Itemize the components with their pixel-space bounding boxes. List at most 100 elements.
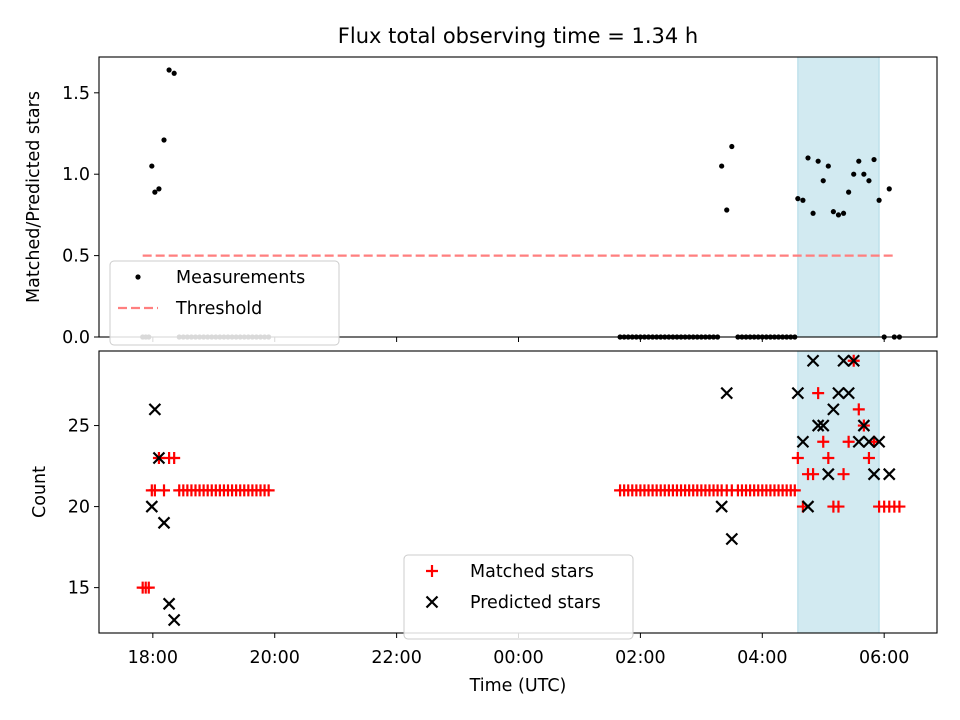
predicted-stars-point: [796, 435, 810, 449]
legend-box: [109, 260, 340, 346]
predicted-stars-point: [837, 354, 850, 368]
shaded-interval: [797, 56, 880, 338]
matched-stars-point: [893, 500, 906, 513]
count-panel: 15 20 25 18:00 20:00 22:00 00:00 02:00 04:00 06:0…: [30, 350, 938, 668]
legend: Matched stars Predicted stars: [403, 554, 634, 640]
legend-label: Matched stars: [470, 562, 594, 582]
y-tick-label: 0.5: [62, 247, 90, 267]
predicted-stars-point: [842, 386, 855, 400]
measurements-point: [851, 171, 857, 177]
legend-marker: [135, 274, 141, 280]
measurements-point: [152, 189, 158, 195]
predicted-stars-point: [791, 386, 805, 400]
y-tick-label: 1.0: [62, 165, 90, 185]
predicted-stars-point: [882, 467, 896, 481]
measurements-point: [149, 163, 155, 169]
ratio-panel: 0.0 0.5 1.0 1.5 Matched/Predicted stars Measu…: [24, 56, 938, 348]
measurements-point: [840, 210, 847, 216]
predicted-stars-point: [862, 435, 876, 449]
predicted-stars-point: [872, 435, 886, 449]
matched-stars-point: [791, 451, 804, 464]
predicted-stars-point: [816, 419, 830, 432]
matched-stars-point: [807, 468, 820, 481]
predicted-stars-point: [857, 419, 871, 432]
matched-stars-point: [842, 435, 855, 448]
y-axis-title: Count: [30, 466, 50, 518]
shaded-interval: [797, 350, 880, 634]
matched-stars-point: [812, 387, 825, 400]
matched-stars-point: [862, 451, 875, 464]
legend-marker: [425, 595, 439, 609]
measurements-point: [886, 186, 892, 192]
measurements-point: [156, 186, 162, 192]
matched-stars-point: [158, 484, 171, 497]
y-tick-label: 25: [68, 417, 90, 437]
measurements-point: [835, 212, 842, 218]
y-axis-title: Matched/Predicted stars: [24, 91, 44, 303]
x-tick-label: 18:00: [128, 648, 178, 668]
measurements-point: [815, 158, 821, 164]
legend: Measurements Threshold: [109, 260, 340, 346]
legend-box: [403, 554, 634, 640]
measurements-point: [795, 196, 801, 202]
measurements-point: [719, 163, 725, 169]
predicted-stars-point: [715, 500, 728, 513]
predicted-stars-point: [867, 467, 881, 481]
y-tick-label: 1.5: [62, 84, 90, 104]
y-tick-label: 15: [68, 579, 90, 599]
matched-stars-point: [262, 484, 275, 497]
legend-label: Threshold: [175, 299, 262, 319]
x-tick-label: 06:00: [859, 648, 909, 668]
measurements-point: [866, 178, 872, 184]
predicted-stars-point: [822, 467, 835, 481]
measurements-point: [161, 137, 167, 143]
predicted-stars-point: [167, 613, 181, 627]
y-tick-label: 20: [68, 498, 90, 518]
matched-stars-point: [817, 435, 830, 448]
predicted-stars-point: [801, 500, 815, 513]
measurements-point: [825, 163, 831, 169]
measurements-point: [805, 155, 811, 161]
legend-label: Measurements: [176, 268, 305, 288]
matched-stars-point: [168, 451, 181, 464]
predicted-stars-point: [162, 597, 176, 611]
predicted-stars-point: [811, 419, 825, 432]
x-tick-label: 22:00: [371, 648, 421, 668]
measurements-point: [166, 67, 172, 73]
measurements-point: [729, 143, 735, 150]
measurements-point: [810, 210, 816, 216]
matched-stars-point: [832, 500, 845, 513]
measurements-point: [876, 197, 882, 203]
x-tick-label: 20:00: [250, 648, 300, 668]
measurements-point: [820, 178, 826, 184]
predicted-stars-point: [852, 435, 866, 449]
predicted-stars-point: [806, 354, 820, 368]
predicted-stars-point: [827, 403, 840, 416]
measurements-point: [724, 207, 730, 213]
x-tick-label: 02:00: [615, 648, 665, 668]
measurements-point: [800, 197, 806, 203]
predicted-stars-point: [832, 386, 845, 400]
predicted-stars-point: [152, 451, 166, 465]
legend-marker: [426, 565, 438, 577]
plot-frame: [98, 56, 938, 338]
matched-stars-point: [852, 403, 865, 416]
x-tick-label: 00:00: [493, 648, 543, 668]
x-axis-title: Time (UTC): [469, 676, 567, 696]
predicted-stars-point: [725, 532, 739, 546]
matched-stars-point: [142, 581, 155, 594]
legend-label: Predicted stars: [470, 593, 601, 613]
measurements-point: [871, 156, 877, 163]
predicted-stars-point: [145, 500, 159, 513]
matched-stars-point: [837, 468, 850, 481]
chart-title: Flux total observing time = 1.34 h: [338, 24, 698, 48]
predicted-stars-point: [720, 386, 734, 400]
predicted-stars-point: [157, 516, 171, 530]
measurements-point: [846, 189, 852, 195]
predicted-stars-point: [847, 354, 860, 368]
matched-stars-point: [822, 451, 835, 464]
y-tick-label: 0.0: [62, 328, 90, 348]
measurements-point: [171, 70, 177, 76]
